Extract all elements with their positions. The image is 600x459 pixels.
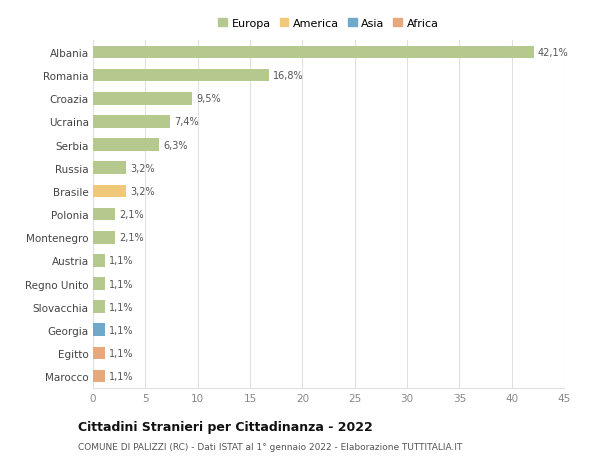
Text: 6,3%: 6,3% xyxy=(163,140,188,150)
Text: 1,1%: 1,1% xyxy=(109,256,133,266)
Text: 3,2%: 3,2% xyxy=(131,186,155,196)
Bar xyxy=(93,324,104,336)
Text: 1,1%: 1,1% xyxy=(109,279,133,289)
Bar xyxy=(93,185,127,198)
Bar xyxy=(93,116,170,129)
Text: Cittadini Stranieri per Cittadinanza - 2022: Cittadini Stranieri per Cittadinanza - 2… xyxy=(78,420,373,433)
Bar xyxy=(93,347,104,359)
Text: 1,1%: 1,1% xyxy=(109,371,133,381)
Bar xyxy=(93,301,104,313)
Text: 1,1%: 1,1% xyxy=(109,302,133,312)
Bar xyxy=(93,370,104,383)
Bar xyxy=(93,139,159,151)
Text: 2,1%: 2,1% xyxy=(119,210,144,219)
Text: 2,1%: 2,1% xyxy=(119,233,144,243)
Text: 3,2%: 3,2% xyxy=(131,163,155,174)
Text: 1,1%: 1,1% xyxy=(109,348,133,358)
Bar xyxy=(93,162,127,175)
Bar xyxy=(93,278,104,290)
Text: 42,1%: 42,1% xyxy=(538,48,569,58)
Text: 16,8%: 16,8% xyxy=(273,71,304,81)
Bar xyxy=(93,70,269,82)
Bar xyxy=(93,208,115,221)
Text: COMUNE DI PALIZZI (RC) - Dati ISTAT al 1° gennaio 2022 - Elaborazione TUTTITALIA: COMUNE DI PALIZZI (RC) - Dati ISTAT al 1… xyxy=(78,442,463,451)
Bar xyxy=(93,93,193,106)
Bar xyxy=(93,254,104,267)
Bar xyxy=(93,231,115,244)
Text: 9,5%: 9,5% xyxy=(197,94,221,104)
Bar xyxy=(93,46,533,59)
Legend: Europa, America, Asia, Africa: Europa, America, Asia, Africa xyxy=(218,19,439,29)
Text: 1,1%: 1,1% xyxy=(109,325,133,335)
Text: 7,4%: 7,4% xyxy=(175,117,199,127)
